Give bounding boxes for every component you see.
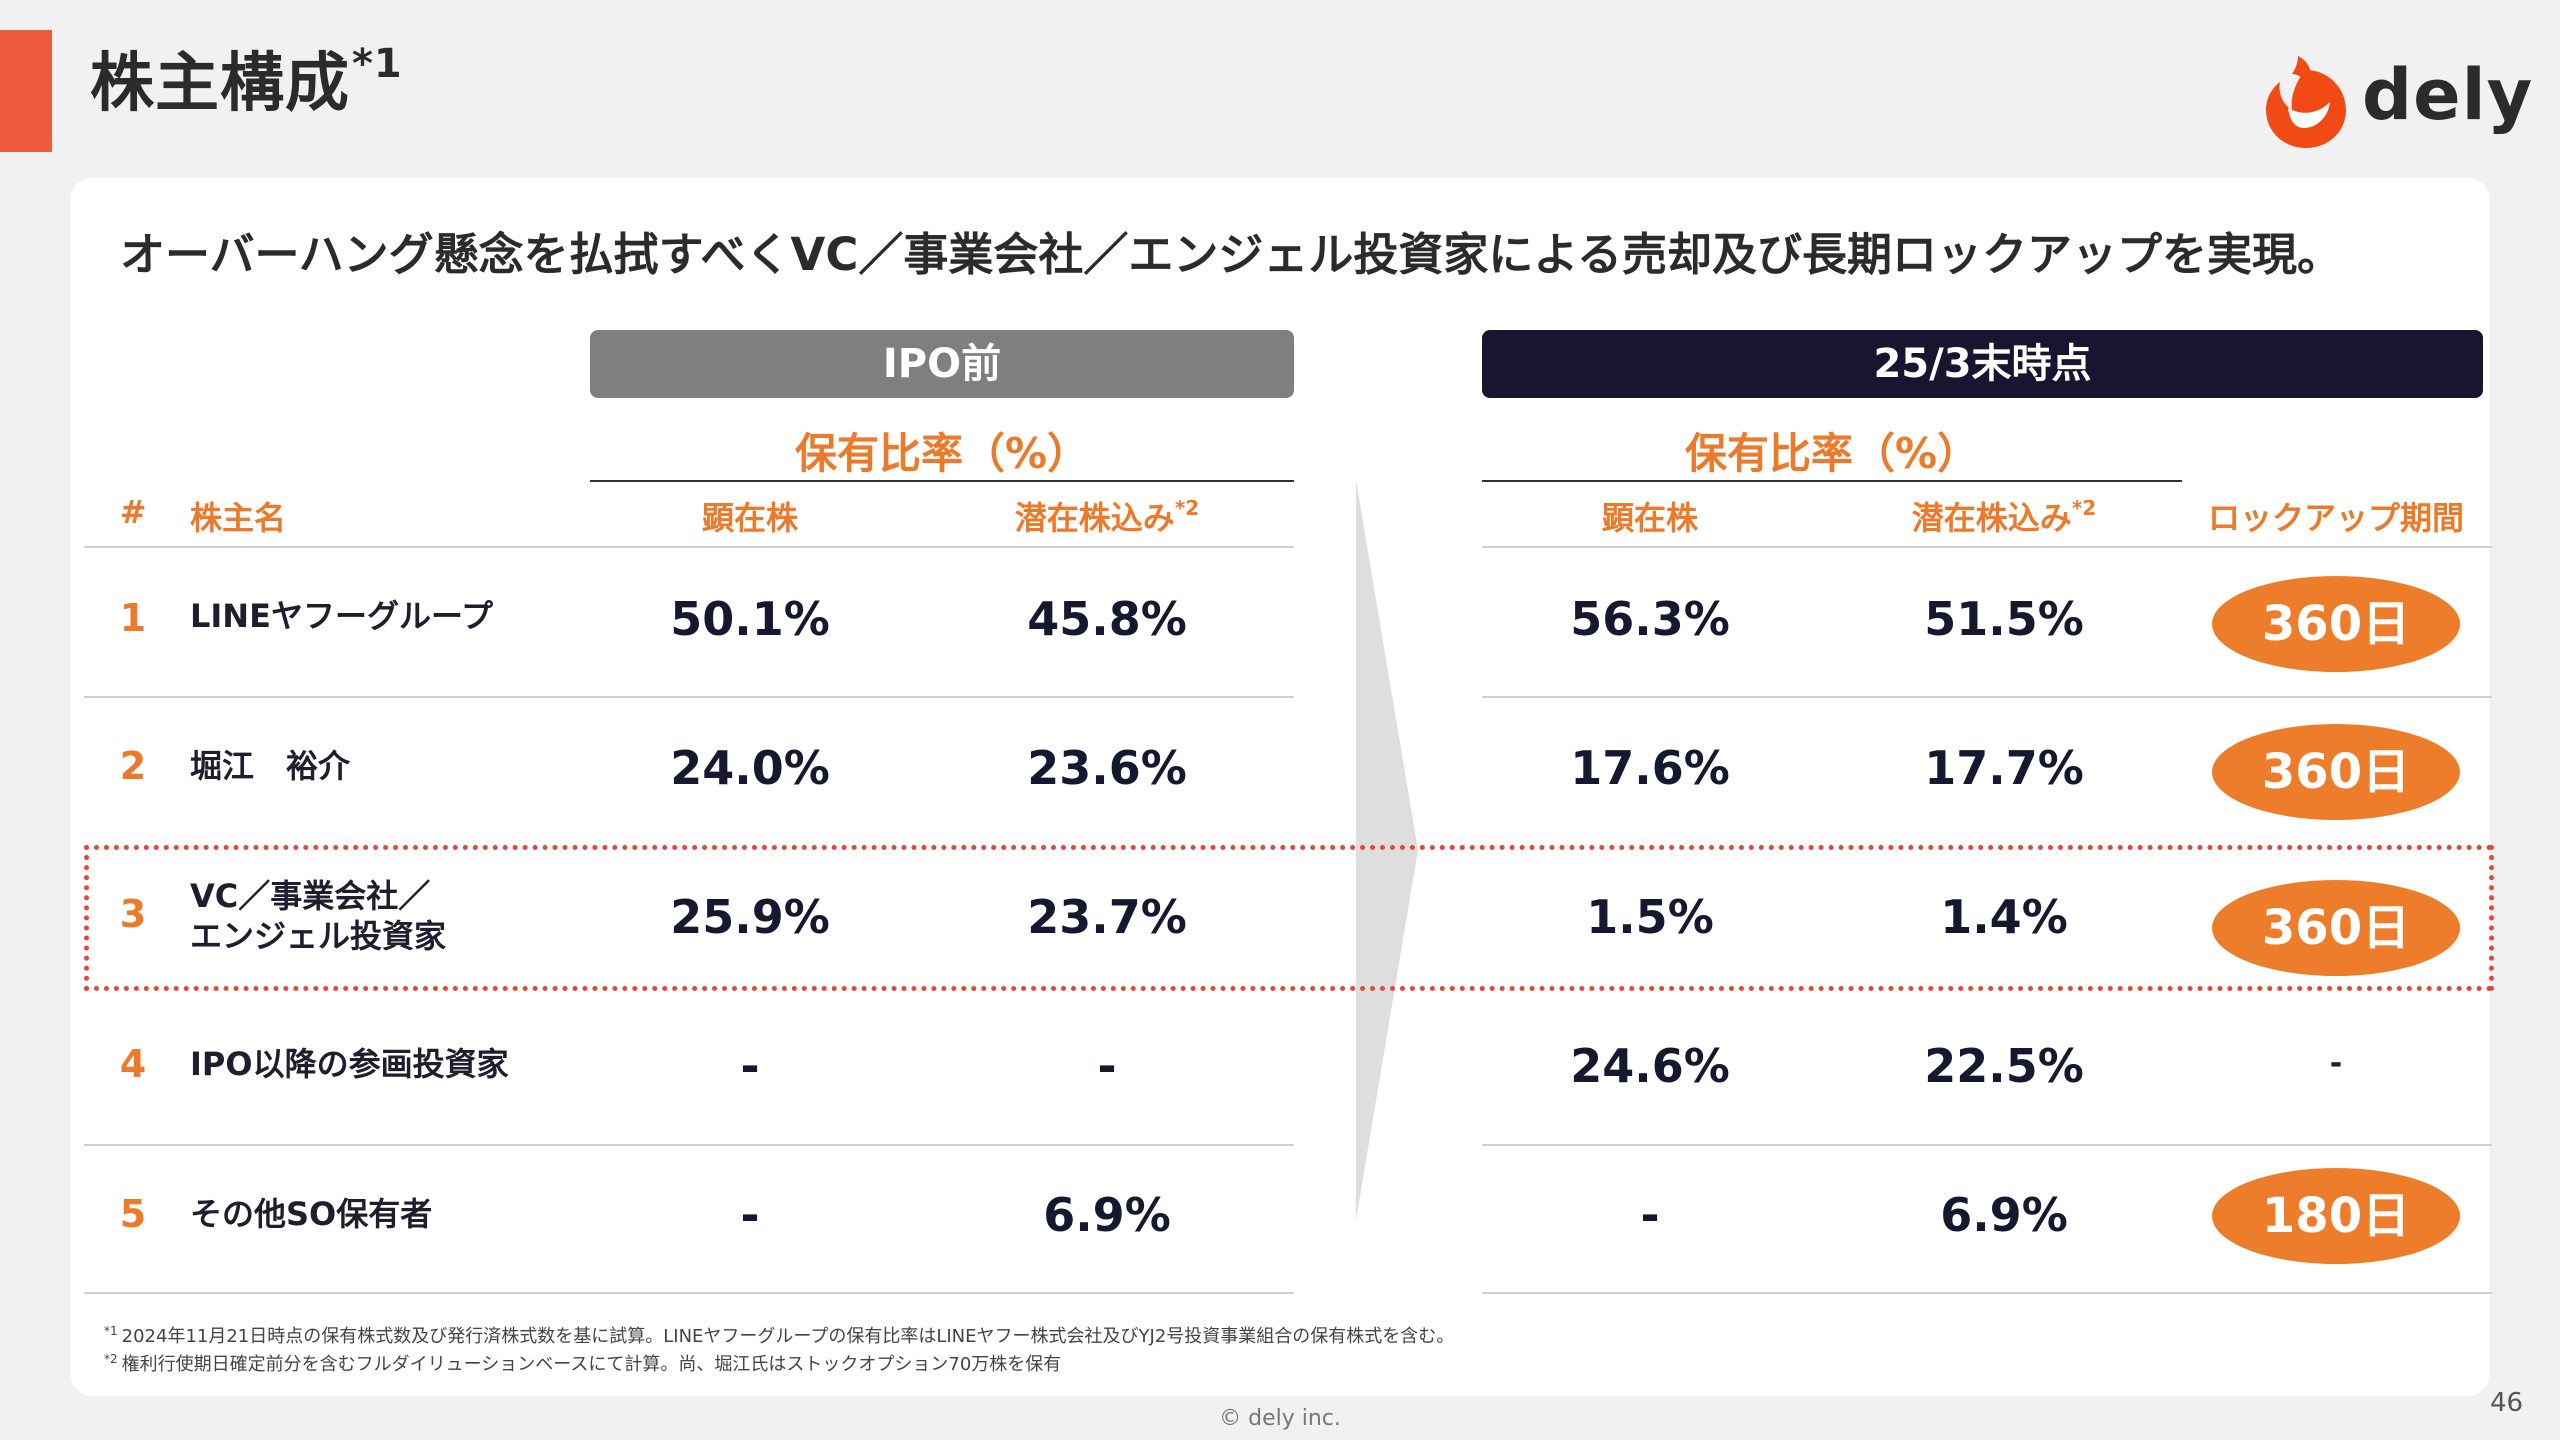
shareholder-name: VC／事業会社／ エンジェル投資家 (190, 876, 446, 956)
current-actual-value: 17.6% (1570, 741, 1730, 795)
current-potential-value: 17.7% (1924, 741, 2084, 795)
col-header-name: 株主名 (190, 499, 287, 537)
ipo-potential-value: 23.7% (1027, 890, 1187, 944)
current-potential-value: 1.4% (1940, 890, 2068, 944)
group-header-current: 25/3末時点 (1482, 330, 2483, 398)
ratio-label-ipo: 保有比率（%） (794, 429, 1090, 478)
footnote-mark: *2 (104, 1352, 118, 1366)
ipo-actual-value: - (740, 1188, 760, 1242)
col-header-lockup: ロックアップ期間 (2207, 499, 2464, 537)
lockup-badge: 180日 (2212, 1168, 2460, 1264)
current-actual-value: 56.3% (1570, 592, 1730, 646)
row-divider (84, 1144, 1294, 1146)
footnote-mark: *1 (104, 1324, 118, 1338)
row-divider (1482, 1144, 2492, 1146)
ratio-underline-current (1482, 480, 2182, 482)
footnote-text: 権利行使期日確定前分を含むフルダイリューションベースにて計算。尚、堀江氏はストッ… (121, 1354, 1062, 1375)
current-potential-value: 6.9% (1940, 1188, 2068, 1242)
footnote: *1 2024年11月21日時点の保有株式数及び発行済株式数を基に試算。LINEヤ… (104, 1322, 1454, 1348)
current-actual-value: 1.5% (1586, 890, 1714, 944)
lockup-badge: 360日 (2212, 880, 2460, 976)
row-divider (1482, 696, 2492, 698)
row-number: 5 (119, 1192, 147, 1236)
row-number: 3 (119, 892, 147, 936)
page-title-footnote-mark: *1 (352, 41, 403, 87)
row-divider (84, 1292, 1294, 1294)
col-header-ipo-potential: 潜在株込み*2 (957, 493, 1257, 539)
shareholder-name-line-1: VC／事業会社／ (190, 877, 431, 915)
col-header-current-potential-label: 潜在株込み (1911, 499, 2072, 537)
lockup-badge: 360日 (2212, 576, 2460, 672)
col-header-num: # (119, 493, 147, 531)
ipo-potential-value: 23.6% (1027, 741, 1187, 795)
row-divider (84, 696, 1294, 698)
row-number: 4 (119, 1042, 147, 1086)
ipo-potential-value: - (1097, 1039, 1117, 1093)
footnote-text: 2024年11月21日時点の保有株式数及び発行済株式数を基に試算。LINEヤフー… (121, 1326, 1455, 1347)
current-actual-value: 24.6% (1570, 1039, 1730, 1093)
ipo-potential-value: 45.8% (1027, 592, 1187, 646)
shareholder-name: その他SO保有者 (190, 1195, 433, 1233)
headline: オーバーハング懸念を払拭すべくVC／事業会社／エンジェル投資家による売却及び長期… (120, 228, 2343, 281)
current-actual-value: - (1640, 1188, 1660, 1242)
shareholder-name: IPO以降の参画投資家 (190, 1045, 509, 1083)
group-header-ipo: IPO前 (590, 330, 1294, 398)
transition-arrow-icon (1356, 480, 1418, 1220)
current-potential-value: 22.5% (1924, 1039, 2084, 1093)
col-header-current-actual: 顕在株 (1601, 499, 1698, 537)
ratio-underline-ipo (590, 480, 1294, 482)
brand-flame-icon (2266, 56, 2346, 148)
footnote: *2 権利行使期日確定前分を含むフルダイリューションベースにて計算。尚、堀江氏はス… (104, 1350, 1061, 1376)
brand-logo-text: dely (2362, 54, 2534, 136)
page-title-text: 株主構成 (90, 47, 350, 121)
row-number: 1 (119, 596, 147, 640)
row-number: 2 (119, 744, 147, 788)
shareholder-name: 堀江 裕介 (190, 747, 351, 785)
highlight-box (84, 845, 2494, 991)
row-divider (1482, 546, 2492, 548)
col-header-ipo-potential-mark: *2 (1174, 496, 1200, 520)
ratio-label-current: 保有比率（%） (1684, 429, 1980, 478)
copyright: © dely inc. (1219, 1406, 1341, 1431)
current-potential-value: 51.5% (1924, 592, 2084, 646)
row-divider (1482, 1292, 2492, 1294)
lockup-badge: 360日 (2212, 724, 2460, 820)
ipo-actual-value: 24.0% (670, 741, 830, 795)
shareholder-name: LINEヤフーグループ (190, 597, 494, 635)
page-number: 46 (2490, 1388, 2524, 1418)
ipo-actual-value: - (740, 1039, 760, 1093)
brand-logo: dely (2258, 52, 2532, 152)
lockup-empty: - (2329, 1046, 2343, 1081)
col-header-ipo-actual: 顕在株 (701, 499, 798, 537)
ipo-actual-value: 50.1% (670, 592, 830, 646)
row-divider (84, 546, 1294, 548)
ipo-potential-value: 6.9% (1043, 1188, 1171, 1242)
col-header-ipo-potential-label: 潜在株込み (1014, 499, 1175, 537)
ipo-actual-value: 25.9% (670, 890, 830, 944)
page-title: 株主構成*1 (90, 40, 403, 123)
col-header-current-potential-mark: *2 (2071, 496, 2097, 520)
shareholder-name-line-2: エンジェル投資家 (190, 917, 447, 955)
title-accent-bar (0, 30, 52, 152)
col-header-current-potential: 潜在株込み*2 (1854, 493, 2154, 539)
